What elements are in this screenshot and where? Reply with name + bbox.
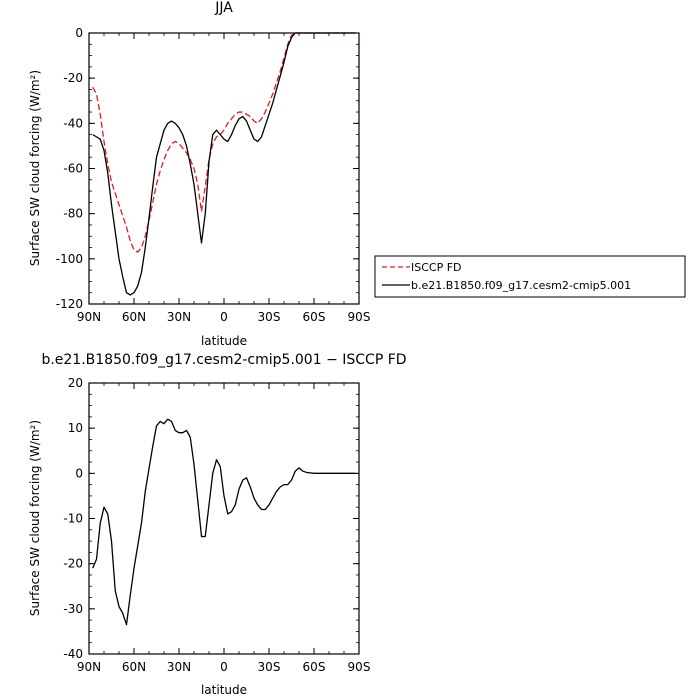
top-xtick-label: 30S: [258, 310, 281, 324]
top-panel: JJA -120 -100 -80 -60 -40 -20 0 90N 60N 30N 0 30S 6…: [28, 0, 370, 348]
top-ytick-label: -120: [56, 297, 83, 311]
top-ytick-label: 0: [75, 26, 83, 40]
bottom-ytick-label: 0: [75, 466, 83, 480]
top-series-line-1: [92, 32, 356, 296]
legend-box: [374, 255, 686, 298]
bottom-ytick-label: -10: [63, 512, 83, 526]
top-series-line-0: [92, 32, 356, 253]
top-xtick-label: 60N: [122, 310, 146, 324]
bottom-xtick-label: 60N: [122, 660, 146, 674]
bottom-xtick-label: 30N: [167, 660, 191, 674]
bottom-xtick-label: 30S: [258, 660, 281, 674]
bottom-xtick-label: 0: [220, 660, 228, 674]
bottom-ytick-label: -20: [63, 557, 83, 571]
top-ytick-label: -20: [63, 71, 83, 85]
legend: ISCCP FD b.e21.B1850.f09_g17.cesm2-cmip5…: [374, 255, 686, 298]
bottom-series-line-0: [92, 418, 356, 626]
top-ytick-label: -100: [56, 252, 83, 266]
legend-label-cesm2: b.e21.B1850.f09_g17.cesm2-cmip5.001: [411, 279, 631, 292]
top-ytick-label: -40: [63, 116, 83, 130]
top-xtick-label: 90N: [77, 310, 101, 324]
top-x-axis-label: latitude: [201, 334, 247, 348]
top-xtick-label: 0: [220, 310, 228, 324]
top-ytick-label: -60: [63, 162, 83, 176]
bottom-ytick-label: -40: [63, 647, 83, 661]
bottom-chart-title: b.e21.B1850.f09_g17.cesm2-cmip5.001 − IS…: [41, 352, 406, 368]
bottom-xtick-label: 90N: [77, 660, 101, 674]
top-xtick-label: 60S: [303, 310, 326, 324]
bottom-x-axis-label: latitude: [201, 683, 247, 697]
top-xtick-label: 30N: [167, 310, 191, 324]
top-y-axis-label: Surface SW cloud forcing (W/m²): [28, 70, 42, 266]
bottom-y-axis-label: Surface SW cloud forcing (W/m²): [28, 420, 42, 616]
legend-label-isccp: ISCCP FD: [411, 261, 462, 274]
top-xtick-label: 90S: [348, 310, 371, 324]
top-plot-frame: [88, 32, 360, 305]
top-chart-title: JJA: [214, 0, 233, 16]
bottom-ytick-label: 20: [68, 376, 83, 390]
bottom-xtick-label: 60S: [303, 660, 326, 674]
bottom-ytick-label: -30: [63, 602, 83, 616]
bottom-plot-frame: [88, 382, 360, 655]
top-ytick-label: -80: [63, 207, 83, 221]
bottom-ytick-label: 10: [68, 421, 83, 435]
bottom-xtick-label: 90S: [348, 660, 371, 674]
bottom-panel: b.e21.B1850.f09_g17.cesm2-cmip5.001 − IS…: [28, 352, 407, 697]
